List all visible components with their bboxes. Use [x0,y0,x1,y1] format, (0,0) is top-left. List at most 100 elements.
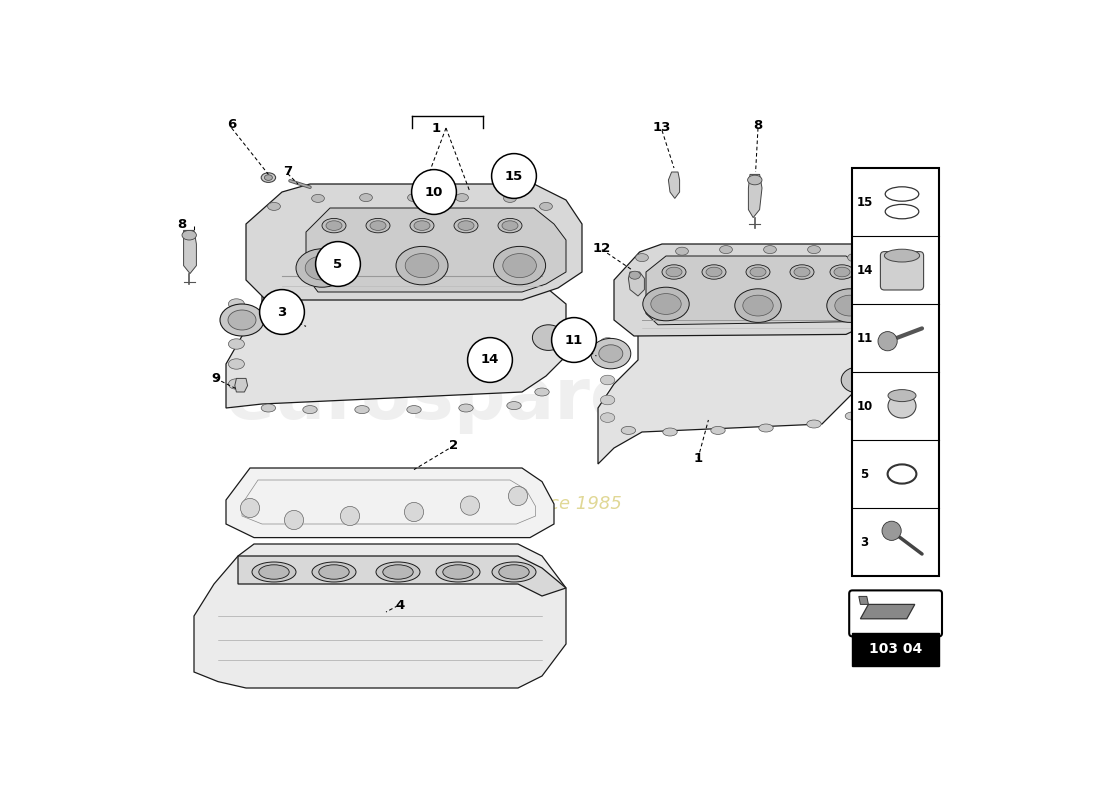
Text: 15: 15 [505,170,524,182]
Ellipse shape [629,271,640,279]
Ellipse shape [827,289,873,322]
Polygon shape [226,272,566,408]
Polygon shape [194,544,566,688]
Circle shape [508,486,528,506]
Ellipse shape [806,420,822,428]
Text: 14: 14 [481,354,499,366]
Text: 13: 13 [652,121,671,134]
Ellipse shape [228,310,256,330]
Ellipse shape [502,221,518,230]
Polygon shape [184,230,197,274]
Ellipse shape [706,267,722,277]
Ellipse shape [642,287,690,321]
Circle shape [316,242,361,286]
Circle shape [285,510,304,530]
Circle shape [340,506,360,526]
Ellipse shape [229,299,244,310]
Ellipse shape [458,221,474,230]
Text: 9: 9 [211,372,220,385]
Text: 5: 5 [333,258,342,270]
Ellipse shape [229,318,244,330]
Ellipse shape [436,562,480,582]
Ellipse shape [848,254,860,262]
Ellipse shape [182,230,197,240]
Ellipse shape [598,345,623,362]
Ellipse shape [492,562,536,582]
Ellipse shape [532,325,564,350]
Bar [852,634,938,666]
Text: 1: 1 [432,122,441,134]
Ellipse shape [675,247,689,255]
Polygon shape [669,172,680,198]
Ellipse shape [746,265,770,279]
Ellipse shape [591,338,630,369]
Ellipse shape [601,375,615,385]
Ellipse shape [750,267,766,277]
Polygon shape [306,208,566,292]
Ellipse shape [370,221,386,230]
Circle shape [260,290,305,334]
Ellipse shape [763,246,777,254]
Ellipse shape [229,379,244,389]
Polygon shape [859,597,868,605]
Ellipse shape [360,194,373,202]
Ellipse shape [601,413,615,422]
Ellipse shape [601,338,615,347]
Ellipse shape [540,202,552,210]
Ellipse shape [302,406,317,414]
Ellipse shape [601,357,615,366]
Ellipse shape [651,294,681,314]
Ellipse shape [405,254,439,278]
Ellipse shape [261,173,276,182]
Ellipse shape [719,246,733,254]
Ellipse shape [407,406,421,414]
Text: 14: 14 [856,263,872,277]
Text: 3: 3 [277,306,287,318]
Circle shape [882,522,901,541]
Polygon shape [860,605,915,619]
Ellipse shape [252,562,296,582]
Text: 10: 10 [425,186,443,198]
Text: 7: 7 [283,165,293,178]
Ellipse shape [305,256,339,280]
Ellipse shape [498,218,522,233]
Ellipse shape [267,202,280,210]
Text: eurospares: eurospares [226,366,682,434]
Ellipse shape [322,218,346,233]
Text: 11: 11 [565,334,583,346]
Circle shape [878,331,898,350]
Ellipse shape [735,289,781,322]
Ellipse shape [888,394,916,418]
Text: 11: 11 [856,331,872,345]
Ellipse shape [834,267,850,277]
Ellipse shape [621,426,636,434]
Ellipse shape [326,221,342,230]
Ellipse shape [662,265,686,279]
Text: 12: 12 [593,242,612,254]
Ellipse shape [742,295,773,316]
Ellipse shape [414,221,430,230]
Text: 4: 4 [395,599,404,612]
Text: 103 04: 103 04 [869,642,922,656]
Circle shape [468,338,513,382]
Ellipse shape [702,265,726,279]
Ellipse shape [319,565,349,579]
Text: 2: 2 [450,439,459,452]
Ellipse shape [888,390,916,402]
Ellipse shape [663,428,678,436]
Ellipse shape [503,254,537,278]
Ellipse shape [410,218,435,233]
Ellipse shape [455,194,469,202]
Ellipse shape [494,246,546,285]
Text: 10: 10 [856,399,872,413]
Ellipse shape [396,246,448,285]
Ellipse shape [666,267,682,277]
Text: 1: 1 [693,452,703,465]
Ellipse shape [636,254,648,262]
Ellipse shape [711,426,725,434]
Ellipse shape [312,562,356,582]
Circle shape [461,496,480,515]
Text: 6: 6 [227,118,236,130]
Ellipse shape [229,358,244,369]
Ellipse shape [376,562,420,582]
